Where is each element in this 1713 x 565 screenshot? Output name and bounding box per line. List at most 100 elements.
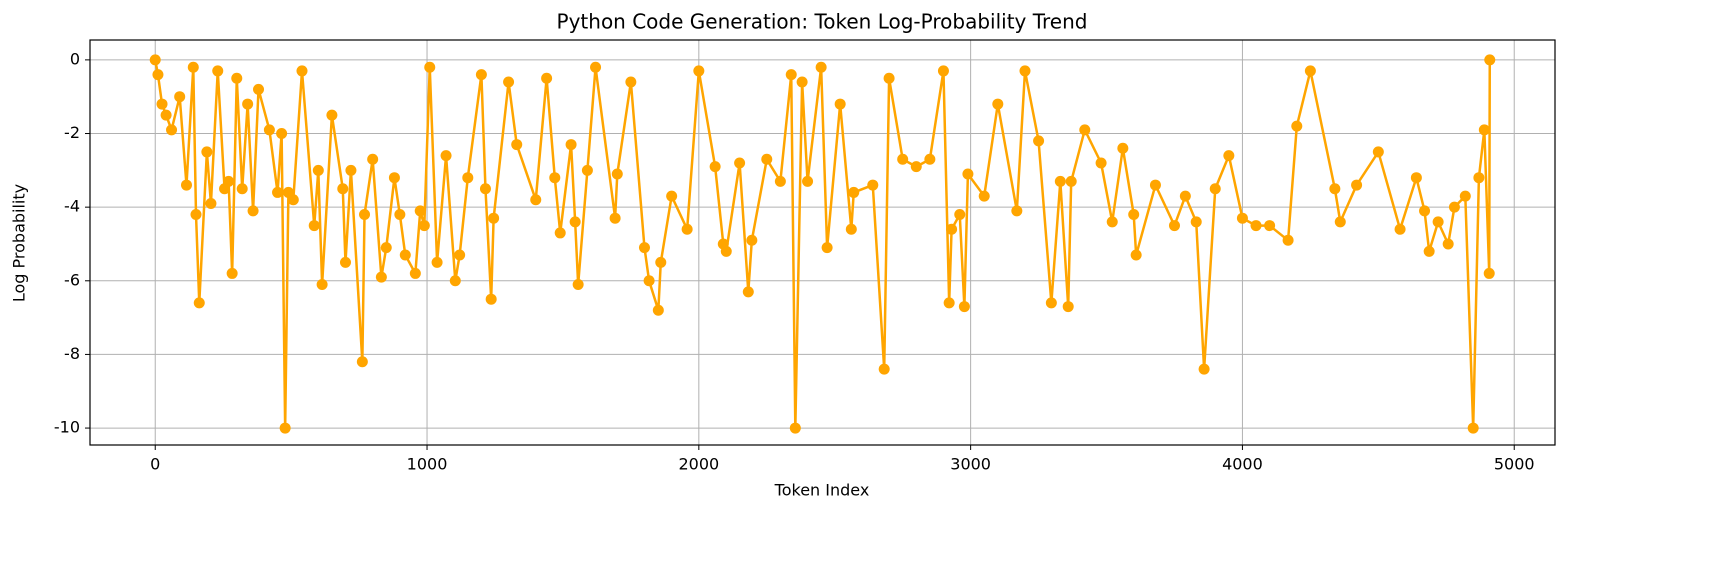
- point: [1106, 216, 1118, 228]
- x-tick-label: 4000: [1222, 455, 1263, 474]
- point: [1419, 205, 1431, 217]
- point: [742, 286, 754, 298]
- point: [205, 197, 217, 209]
- point: [339, 256, 351, 268]
- y-tick-label: 0: [70, 49, 80, 68]
- point: [609, 212, 621, 224]
- point: [962, 168, 974, 180]
- point: [223, 175, 235, 187]
- point: [190, 209, 202, 221]
- point: [789, 422, 801, 434]
- point: [424, 61, 436, 73]
- point: [761, 153, 773, 165]
- point: [774, 175, 786, 187]
- point: [1478, 124, 1490, 136]
- point: [958, 301, 970, 313]
- point: [359, 209, 371, 221]
- point: [485, 293, 497, 305]
- point: [643, 275, 655, 287]
- point: [746, 234, 758, 246]
- point: [152, 69, 164, 81]
- point: [226, 267, 238, 279]
- point: [1045, 297, 1057, 309]
- point: [1198, 363, 1210, 375]
- point: [345, 164, 357, 176]
- point: [187, 61, 199, 73]
- point: [1291, 120, 1303, 132]
- point: [201, 146, 213, 158]
- point: [1394, 223, 1406, 235]
- point: [418, 220, 430, 232]
- point: [845, 223, 857, 235]
- point: [549, 172, 561, 184]
- y-tick-label: -4: [64, 197, 80, 216]
- point: [1128, 209, 1140, 221]
- x-tick-label: 1000: [407, 455, 448, 474]
- x-tick-label: 5000: [1494, 455, 1535, 474]
- point: [449, 275, 461, 287]
- point: [356, 356, 368, 368]
- point: [242, 98, 254, 110]
- point: [655, 256, 667, 268]
- point: [503, 76, 515, 88]
- point: [440, 150, 452, 162]
- point: [1065, 175, 1077, 187]
- point: [156, 98, 168, 110]
- point: [367, 153, 379, 165]
- point: [1223, 150, 1235, 162]
- point: [848, 186, 860, 198]
- point: [709, 161, 721, 173]
- point: [272, 186, 284, 198]
- point: [666, 190, 678, 202]
- point: [236, 183, 248, 195]
- point: [569, 216, 581, 228]
- point: [897, 153, 909, 165]
- point: [530, 194, 542, 206]
- point: [1484, 54, 1496, 66]
- point: [193, 297, 205, 309]
- point: [276, 128, 288, 140]
- point: [1011, 205, 1023, 217]
- point: [954, 209, 966, 221]
- point: [180, 179, 192, 191]
- point: [1095, 157, 1107, 169]
- point: [1423, 245, 1435, 257]
- y-tick-label: -10: [54, 418, 80, 437]
- point: [414, 205, 426, 217]
- point: [943, 297, 955, 309]
- point: [1168, 220, 1180, 232]
- point: [867, 179, 879, 191]
- point: [337, 183, 349, 195]
- y-tick-label: -2: [64, 123, 80, 142]
- y-tick-label: -6: [64, 270, 80, 289]
- point: [720, 245, 732, 257]
- point: [681, 223, 693, 235]
- point: [815, 61, 827, 73]
- point: [796, 76, 808, 88]
- point: [1351, 179, 1363, 191]
- point: [479, 183, 491, 195]
- point: [1473, 172, 1485, 184]
- point: [883, 72, 895, 84]
- point: [572, 278, 584, 290]
- point: [785, 69, 797, 81]
- point: [1117, 142, 1129, 154]
- point: [802, 175, 814, 187]
- point: [992, 98, 1004, 110]
- point: [462, 172, 474, 184]
- point: [734, 157, 746, 169]
- point: [1079, 124, 1091, 136]
- point: [541, 72, 553, 84]
- point: [1448, 201, 1460, 213]
- point: [1130, 249, 1142, 261]
- point: [638, 242, 650, 254]
- point: [1190, 216, 1202, 228]
- point: [1410, 172, 1422, 184]
- point: [1334, 216, 1346, 228]
- point: [475, 69, 487, 81]
- point: [263, 124, 275, 136]
- x-tick-label: 0: [150, 455, 160, 474]
- point: [1149, 179, 1161, 191]
- point: [312, 164, 324, 176]
- point: [296, 65, 308, 77]
